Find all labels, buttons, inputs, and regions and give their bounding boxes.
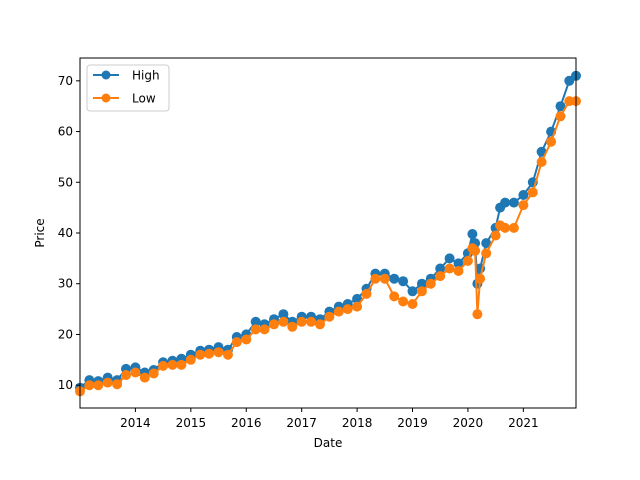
data-point-high: [389, 273, 400, 284]
data-point-high: [467, 229, 478, 239]
data-point-low: [546, 136, 557, 147]
x-axis-label: Date: [314, 436, 343, 450]
data-point-low: [370, 273, 381, 284]
data-point-low: [470, 245, 481, 256]
data-point-high: [352, 293, 363, 304]
data-point-high: [444, 253, 455, 264]
legend-label-low: Low: [132, 92, 156, 106]
data-point-low: [167, 359, 178, 370]
data-point-low: [352, 301, 363, 312]
y-tick-label: 10: [58, 378, 73, 392]
data-point-low: [453, 266, 464, 276]
data-point-low: [490, 230, 501, 241]
data-point-low: [425, 278, 436, 289]
data-point-low: [102, 377, 113, 388]
data-point-low: [444, 263, 455, 274]
data-point-low: [158, 360, 169, 371]
data-point-low: [185, 354, 196, 365]
x-tick-label: 2019: [397, 416, 428, 430]
x-tick-label: 2016: [231, 416, 262, 430]
y-tick-label: 40: [58, 226, 73, 240]
data-point-high: [250, 316, 261, 327]
data-point-low: [148, 368, 159, 379]
y-axis: 10 20 30 40 50 60 70: [58, 74, 80, 392]
series-low: [75, 96, 581, 397]
data-point-high: [481, 238, 492, 249]
data-point-low: [324, 311, 335, 322]
x-axis: 2014 2015 2016 2017 2018 2019 2020 2021: [120, 408, 539, 430]
data-point-low: [139, 372, 150, 383]
data-point-low: [213, 347, 224, 358]
data-point-low: [278, 316, 289, 327]
data-point-low: [527, 187, 538, 198]
data-point-low: [379, 273, 390, 284]
legend: High Low: [86, 64, 170, 112]
y-axis-label: Price: [33, 218, 47, 247]
x-tick-label: 2020: [453, 416, 484, 430]
x-tick-label: 2014: [120, 416, 151, 430]
data-point-low: [259, 324, 270, 335]
data-point-low: [204, 348, 215, 359]
data-point-low: [555, 111, 566, 122]
data-point-low: [508, 222, 519, 233]
data-point-low: [416, 286, 427, 297]
data-point-low: [462, 255, 473, 266]
data-point-low: [306, 316, 317, 327]
data-point-low: [536, 157, 547, 167]
legend-marker-low: [101, 93, 111, 103]
data-point-low: [333, 306, 344, 317]
y-tick-label: 50: [58, 175, 73, 189]
data-point-low: [223, 349, 233, 360]
data-point-high: [407, 286, 418, 297]
data-point-low: [475, 273, 486, 284]
y-tick-label: 70: [58, 74, 73, 88]
data-point-low: [176, 359, 187, 370]
data-point-low: [518, 200, 529, 211]
data-point-high: [398, 276, 409, 287]
data-point-high: [555, 101, 566, 112]
y-tick-label: 30: [58, 277, 73, 291]
data-point-low: [361, 288, 372, 299]
series-layer: [75, 70, 581, 397]
data-point-low: [250, 324, 261, 335]
legend-marker-high: [101, 70, 111, 80]
x-tick-label: 2021: [508, 416, 539, 430]
data-point-high: [508, 197, 519, 208]
x-tick-label: 2015: [176, 416, 207, 430]
data-point-high: [518, 190, 529, 200]
data-point-low: [407, 299, 418, 309]
data-point-low: [500, 222, 511, 233]
data-point-high: [416, 278, 427, 289]
data-point-high: [278, 309, 289, 320]
y-tick-label: 60: [58, 125, 73, 139]
data-point-low: [342, 304, 353, 315]
data-point-low: [231, 337, 242, 348]
x-tick-label: 2017: [286, 416, 317, 430]
data-point-low: [296, 316, 307, 327]
data-point-low: [287, 321, 298, 332]
data-point-low: [435, 271, 446, 282]
data-point-high: [453, 258, 464, 269]
y-tick-label: 20: [58, 327, 73, 341]
data-point-low: [315, 319, 325, 330]
legend-label-high: High: [132, 69, 160, 83]
data-point-low: [112, 379, 123, 390]
data-point-low: [93, 380, 104, 391]
data-point-high: [500, 197, 511, 208]
data-point-low: [389, 291, 400, 302]
data-point-low: [481, 248, 492, 259]
data-point-low: [195, 349, 206, 360]
data-point-low: [84, 380, 95, 391]
data-point-low: [472, 309, 483, 320]
data-point-low: [241, 334, 252, 345]
x-tick-label: 2018: [342, 416, 373, 430]
data-point-high: [435, 263, 446, 274]
data-point-low: [121, 370, 131, 380]
data-point-low: [269, 319, 279, 330]
data-point-low: [398, 296, 409, 307]
data-point-low: [130, 367, 141, 378]
